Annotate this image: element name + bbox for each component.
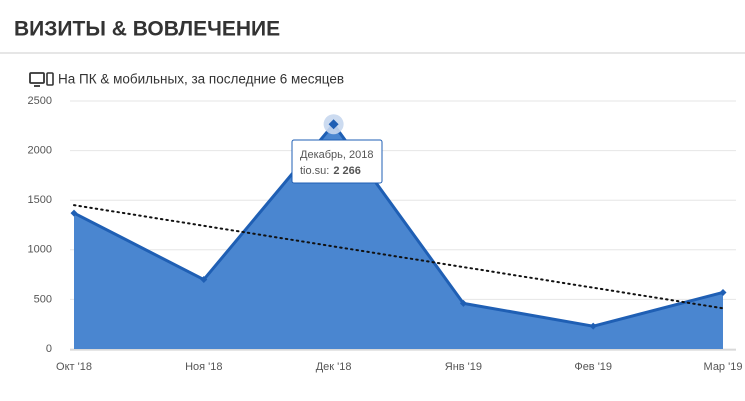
y-tick-label: 500: [34, 293, 52, 305]
x-tick-label: Янв '19: [445, 361, 482, 373]
x-tick-label: Окт '18: [56, 361, 92, 373]
x-tick-label: Дек '18: [316, 361, 352, 373]
x-tick-label: Фев '19: [574, 361, 612, 373]
point: [589, 322, 597, 330]
tooltip-label: tio.su:: [300, 165, 329, 177]
page-title: ВИЗИТЫ & ВОВЛЕЧЕНИЕ: [14, 18, 280, 41]
device-icons: [29, 72, 54, 87]
y-tick-label: 2000: [28, 145, 52, 157]
tooltip-title: Декабрь, 2018: [300, 149, 373, 161]
point: [70, 209, 78, 217]
y-tick-label: 1000: [28, 244, 52, 256]
tooltip-box: [291, 139, 383, 184]
chart-subtitle: На ПК & мобильных, за последние 6 месяце…: [58, 72, 344, 87]
line: [73, 122, 724, 328]
x-tick-label: Ноя '18: [185, 361, 222, 373]
y-tick-label: 2500: [28, 95, 52, 107]
tooltip: Декабрь, 2018 tio.su: 2 266: [291, 139, 383, 184]
area: [74, 124, 723, 349]
trend-line: [73, 204, 724, 310]
tooltip-value: 2 266: [333, 165, 361, 177]
point: [459, 299, 467, 307]
point: [719, 288, 727, 296]
point: [328, 119, 339, 130]
point: [200, 276, 208, 284]
x-tick-label: Мар '19: [704, 361, 743, 373]
y-tick-label: 0: [46, 343, 52, 355]
y-tick-label: 1500: [28, 194, 52, 206]
